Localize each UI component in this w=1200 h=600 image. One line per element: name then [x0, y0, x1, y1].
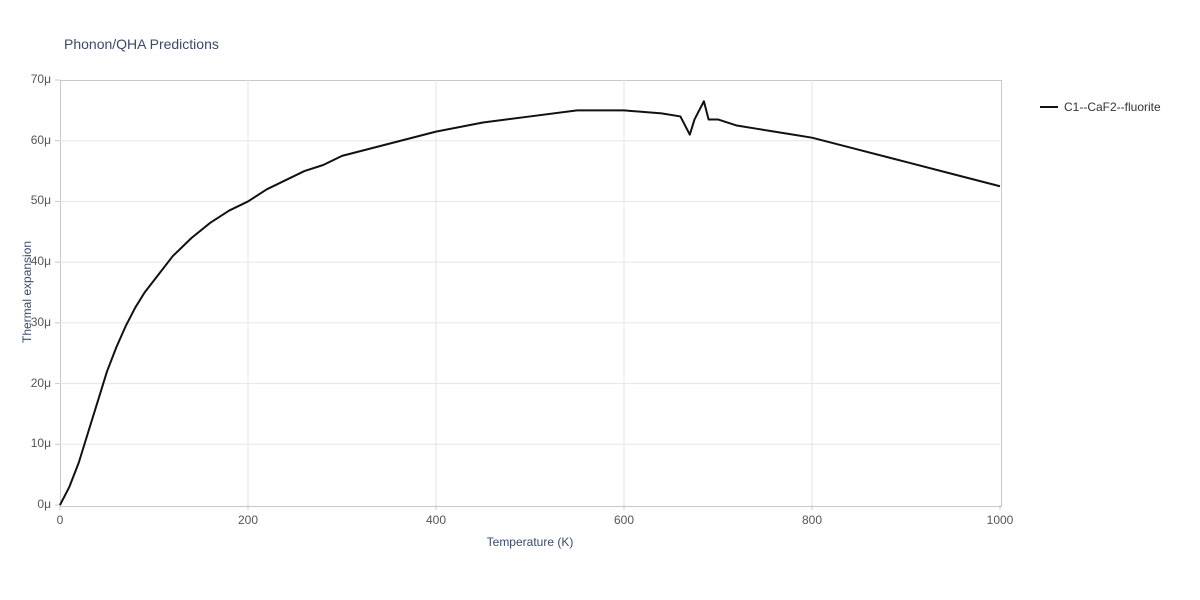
- y-tick-label: 60μ: [15, 133, 51, 147]
- chart-container: Phonon/QHA Predictions Thermal expansion…: [0, 0, 1200, 600]
- x-tick-label: 0: [45, 513, 75, 527]
- x-tick-label: 800: [797, 513, 827, 527]
- legend-label: C1--CaF2--fluorite: [1064, 100, 1161, 114]
- chart-title: Phonon/QHA Predictions: [64, 36, 219, 52]
- x-tick-label: 200: [233, 513, 263, 527]
- y-tick-label: 40μ: [15, 254, 51, 268]
- y-tick-label: 20μ: [15, 376, 51, 390]
- x-axis-label: Temperature (K): [470, 535, 590, 549]
- plot-svg: [54, 80, 1000, 511]
- x-tick-label: 600: [609, 513, 639, 527]
- x-tick-label: 1000: [985, 513, 1015, 527]
- legend-swatch: [1040, 106, 1058, 108]
- y-tick-label: 30μ: [15, 315, 51, 329]
- legend: C1--CaF2--fluorite: [1040, 100, 1161, 114]
- y-tick-label: 10μ: [15, 436, 51, 450]
- y-tick-label: 50μ: [15, 193, 51, 207]
- y-tick-label: 70μ: [15, 72, 51, 86]
- y-tick-label: 0μ: [15, 497, 51, 511]
- x-tick-label: 400: [421, 513, 451, 527]
